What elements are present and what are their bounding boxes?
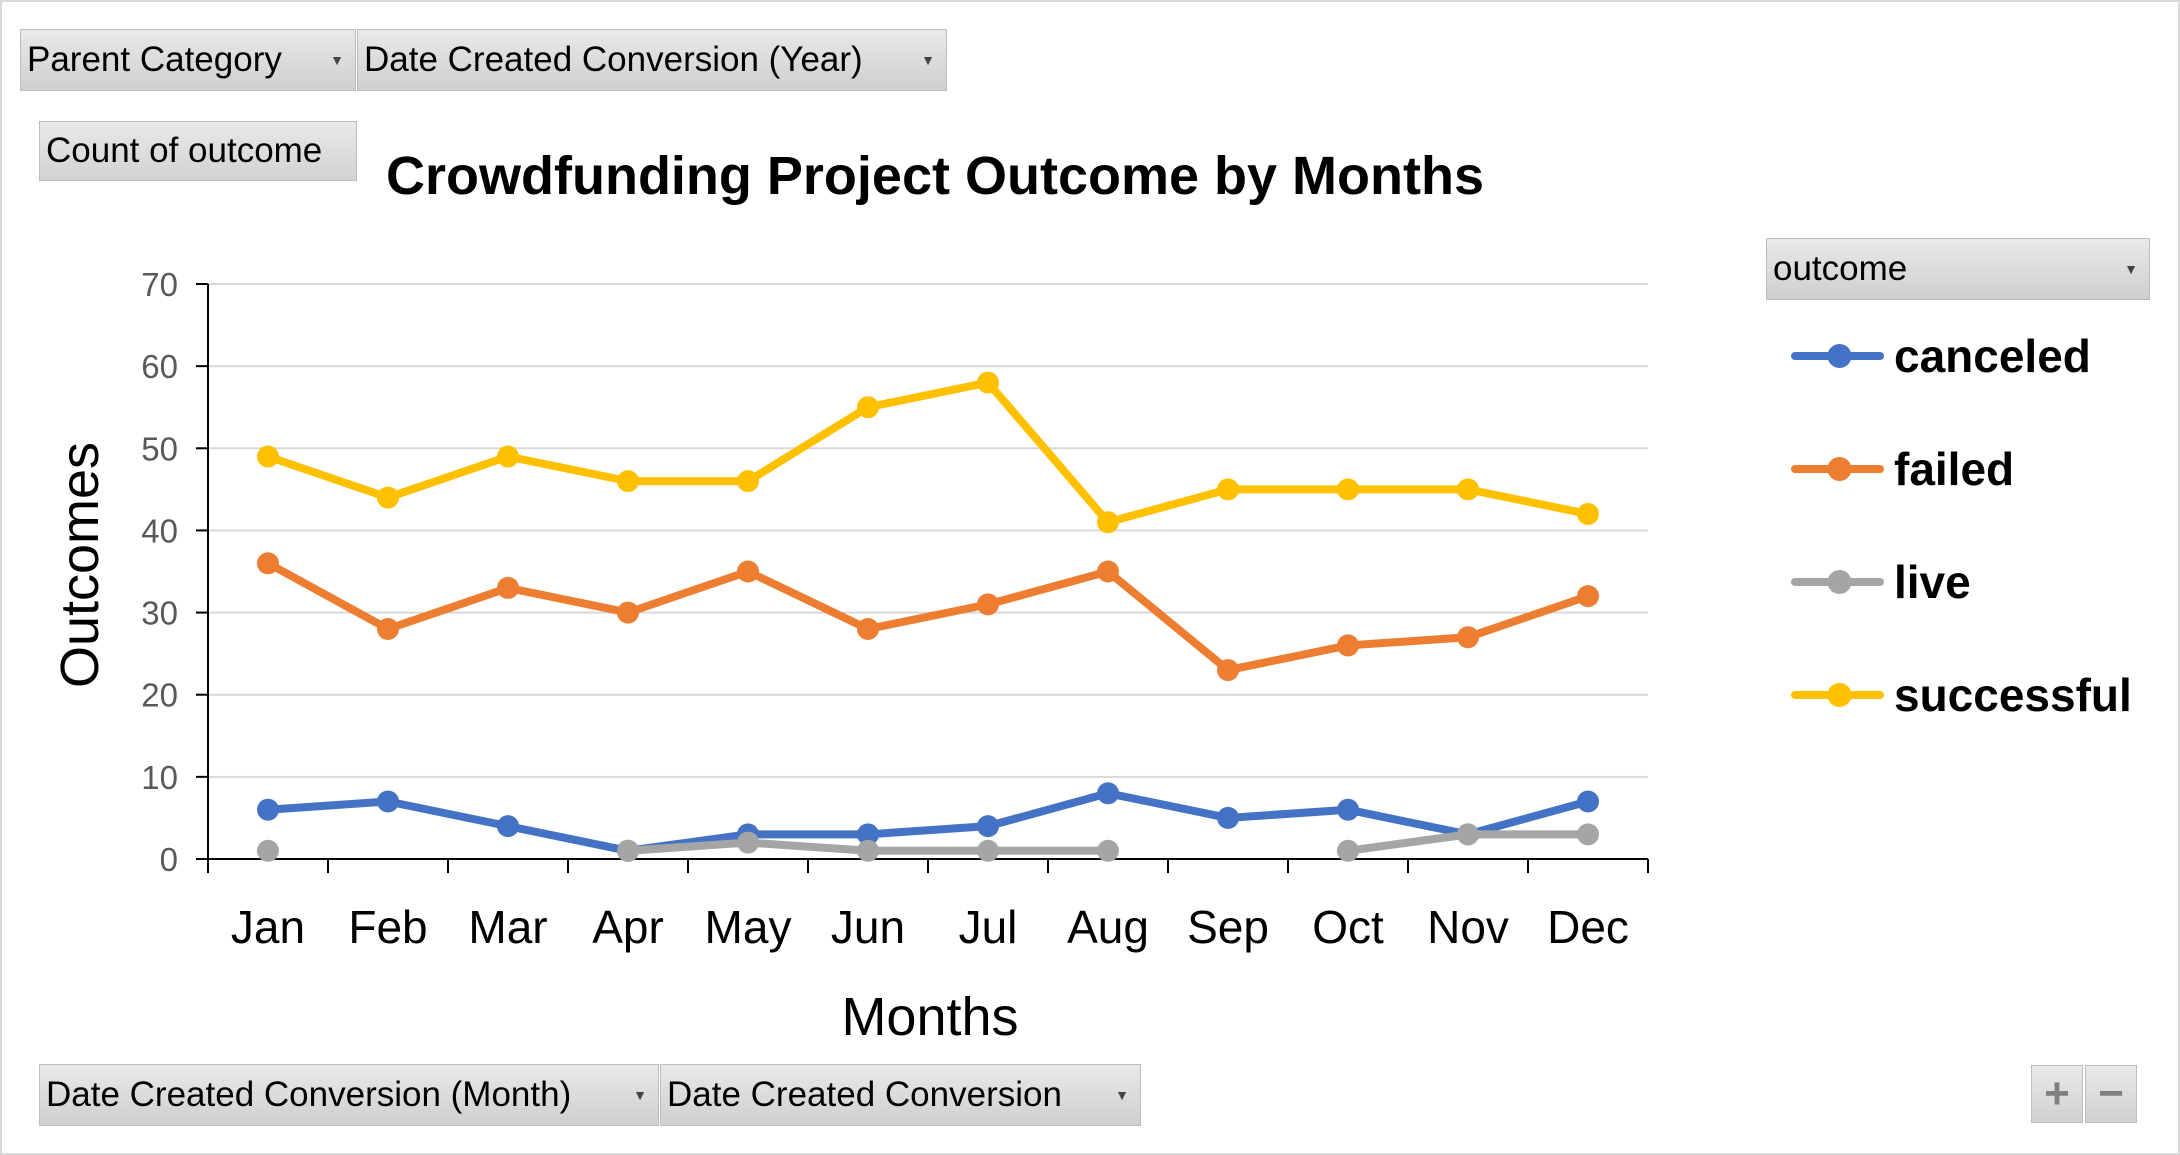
parent-category-label: Parent Category (27, 40, 282, 79)
dropdown-arrow-icon: ▼ (330, 52, 344, 68)
collapse-field-button[interactable]: − (2085, 1065, 2137, 1123)
dropdown-arrow-icon: ▼ (1115, 1087, 1129, 1103)
plus-icon: + (2044, 1069, 2070, 1118)
date-year-label: Date Created Conversion (Year) (364, 40, 863, 79)
dropdown-arrow-icon: ▼ (633, 1087, 647, 1103)
date-axis-button[interactable]: Date Created Conversion ▼ (660, 1064, 1141, 1126)
date-year-filter-button[interactable]: Date Created Conversion (Year) ▼ (357, 29, 947, 91)
minus-icon: − (2098, 1069, 2124, 1118)
expand-field-button[interactable]: + (2031, 1065, 2083, 1123)
dropdown-arrow-icon: ▼ (921, 52, 935, 68)
count-of-outcome-label: Count of outcome (46, 131, 323, 170)
parent-category-filter-button[interactable]: Parent Category ▼ (20, 29, 356, 91)
date-label: Date Created Conversion (667, 1075, 1062, 1114)
date-month-label: Date Created Conversion (Month) (46, 1075, 572, 1114)
dropdown-arrow-icon: ▼ (2124, 261, 2138, 277)
count-of-outcome-button[interactable]: Count of outcome (39, 121, 357, 181)
outcome-legend-label: outcome (1773, 249, 1908, 288)
date-month-axis-button[interactable]: Date Created Conversion (Month) ▼ (39, 1064, 659, 1126)
outcome-legend-filter-button[interactable]: outcome ▼ (1766, 238, 2150, 300)
